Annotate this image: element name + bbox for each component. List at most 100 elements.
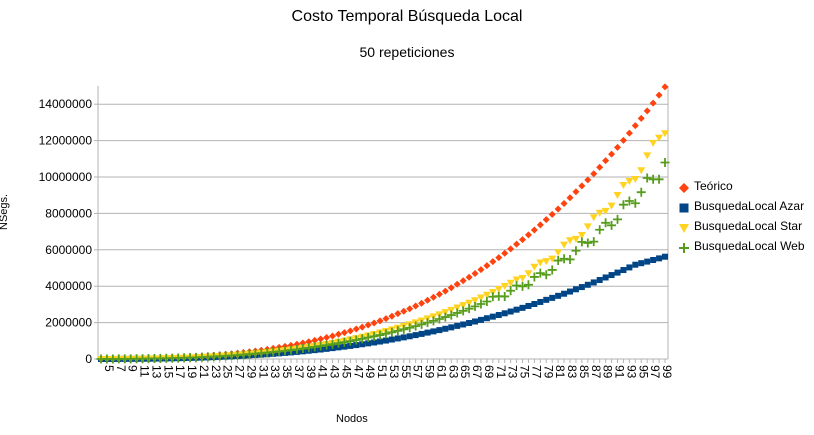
data-point — [482, 291, 491, 299]
x-tick-label: 49 — [363, 365, 377, 379]
square-marker-icon — [678, 200, 690, 213]
data-point — [472, 318, 479, 325]
data-point — [631, 122, 639, 130]
data-point — [524, 231, 532, 239]
x-tick-label: 41 — [316, 365, 330, 379]
data-point — [453, 304, 462, 312]
data-point — [452, 308, 462, 318]
data-point — [566, 194, 574, 202]
data-point — [571, 235, 580, 243]
data-point — [441, 287, 449, 295]
data-point — [351, 335, 361, 345]
x-tick-label: 95 — [636, 365, 650, 379]
legend-item-web: BusquedaLocal Web — [678, 236, 805, 256]
data-point — [417, 319, 427, 329]
data-point — [542, 216, 550, 224]
data-point — [620, 267, 627, 274]
x-tick-label: 93 — [624, 365, 638, 379]
data-point — [660, 157, 670, 167]
data-point — [465, 273, 473, 281]
x-tick-label: 45 — [339, 365, 353, 379]
x-tick-label: 39 — [304, 365, 318, 379]
data-point — [567, 288, 574, 295]
data-point — [358, 323, 366, 331]
x-tick-label: 33 — [268, 365, 282, 379]
x-tick-label: 35 — [280, 365, 294, 379]
data-point — [382, 315, 390, 323]
data-point — [643, 107, 651, 115]
x-tick-label: 79 — [541, 365, 555, 379]
data-point — [631, 175, 640, 183]
data-point — [535, 268, 545, 278]
data-point — [369, 331, 379, 341]
data-point — [589, 214, 598, 222]
data-point — [353, 342, 360, 349]
data-point — [624, 196, 634, 206]
data-point — [377, 338, 384, 345]
x-tick-label: 83 — [565, 365, 579, 379]
data-point — [638, 260, 645, 267]
data-point — [435, 290, 443, 298]
data-point — [583, 238, 593, 248]
data-point — [554, 249, 563, 257]
data-point — [412, 302, 420, 310]
x-tick-label: 55 — [399, 365, 413, 379]
x-tick-label: 69 — [482, 365, 496, 379]
data-point — [363, 333, 373, 343]
data-point — [619, 181, 628, 189]
data-point — [506, 286, 516, 296]
data-point — [489, 258, 497, 266]
x-tick-label: 73 — [506, 365, 520, 379]
data-point — [466, 320, 473, 327]
data-point — [476, 294, 485, 302]
data-point — [518, 275, 527, 283]
data-point — [476, 299, 486, 309]
data-point — [477, 266, 485, 274]
data-point — [411, 321, 421, 331]
data-point — [530, 263, 539, 271]
data-point — [625, 177, 634, 185]
triangle-marker-icon — [678, 220, 690, 233]
data-point — [460, 321, 467, 328]
data-point — [376, 317, 384, 325]
data-point — [365, 340, 372, 347]
data-point — [394, 310, 402, 318]
data-point — [333, 338, 343, 348]
y-tick-label: 10000000 — [39, 170, 93, 184]
data-point — [311, 336, 319, 344]
data-point — [577, 237, 587, 247]
x-tick-label: 5 — [102, 365, 116, 372]
x-tick-label: 89 — [601, 365, 615, 379]
data-point — [345, 336, 355, 346]
data-point — [643, 152, 652, 160]
data-point — [464, 304, 474, 314]
data-point — [512, 276, 521, 284]
data-point — [654, 174, 664, 184]
data-point — [531, 300, 538, 307]
data-point — [553, 256, 563, 266]
data-point — [501, 310, 508, 317]
x-tick-label: 43 — [328, 365, 342, 379]
x-tick-label: 23 — [209, 365, 223, 379]
data-point — [595, 225, 605, 235]
data-point — [542, 258, 551, 266]
data-point — [513, 240, 521, 248]
x-tick-label: 17 — [173, 365, 187, 379]
x-tick-label: 9 — [126, 365, 140, 372]
data-point — [459, 302, 468, 310]
data-point — [453, 280, 461, 288]
x-tick-label: 31 — [256, 365, 270, 379]
diamond-marker-icon — [678, 180, 690, 193]
x-tick-label: 99 — [660, 365, 674, 379]
x-tick-label: 27 — [233, 365, 247, 379]
data-point — [566, 237, 575, 245]
data-point — [602, 274, 609, 281]
data-point — [548, 210, 556, 218]
data-point — [565, 254, 575, 264]
x-tick-label: 65 — [458, 365, 472, 379]
data-point — [465, 299, 474, 307]
data-point — [655, 134, 664, 142]
data-point — [305, 338, 313, 346]
data-point — [644, 258, 651, 265]
data-point — [543, 296, 550, 303]
